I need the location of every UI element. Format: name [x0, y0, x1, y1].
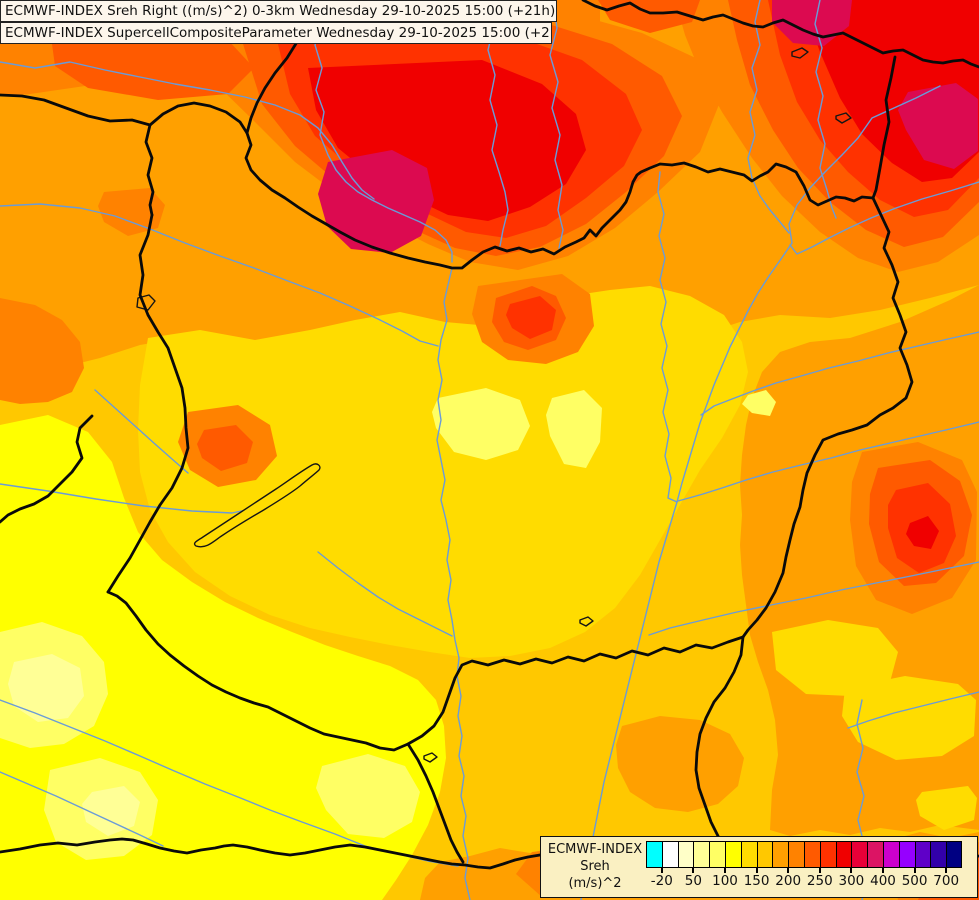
- colorbar-cell: [661, 841, 678, 868]
- map-title-line-2: ECMWF-INDEX SupercellCompositeParameter …: [0, 22, 552, 44]
- river-west: [0, 483, 257, 514]
- lake-small-4: [423, 752, 438, 763]
- colorbar: [646, 841, 962, 868]
- colorbar-tick: [660, 868, 663, 873]
- border-at-hu-west: [106, 213, 190, 594]
- border-sk-ua: [871, 55, 897, 200]
- colorbar-cell: [946, 841, 962, 868]
- colorbar-tick: [787, 868, 790, 873]
- colorbar-tick: [755, 868, 758, 873]
- colorbar-cell: [882, 841, 899, 868]
- river-zagyva: [657, 171, 678, 503]
- river-zala: [94, 389, 189, 474]
- river-hron: [549, 0, 564, 249]
- river-tisza: [580, 85, 941, 900]
- colorbar-cell: [867, 841, 883, 868]
- river-mura: [0, 771, 164, 847]
- colorbar-cell: [677, 841, 694, 868]
- border-srb-ro: [694, 635, 745, 860]
- legend-box: ECMWF-INDEX Sreh (m/s)^2 -20 50 100 150 200 2…: [540, 836, 978, 898]
- lake-ferto: [136, 294, 156, 311]
- river-sio: [317, 551, 453, 637]
- river-southeast-horizontal: [847, 691, 979, 729]
- legend-units: (m/s)^2: [568, 876, 622, 891]
- river-danube-upper: [0, 61, 375, 200]
- colorbar-tick-label: 300: [838, 873, 865, 889]
- colorbar-tick: [882, 868, 884, 873]
- border-hu-east: [741, 196, 914, 639]
- border-at-slo: [0, 414, 94, 524]
- map-title-line-1: ECMWF-INDEX Sreh Right ((m/s)^2) 0-3km W…: [0, 0, 557, 22]
- lake-small-2: [835, 112, 852, 124]
- colorbar-tick-label: 100: [712, 873, 738, 889]
- colorbar-cell: [803, 841, 820, 868]
- colorbar-tick: [724, 868, 726, 873]
- colorbar-tick: [945, 868, 948, 873]
- colorbar-cell: [851, 841, 868, 868]
- legend-variable: Sreh: [580, 859, 610, 874]
- river-koros: [677, 421, 979, 502]
- colorbar-cell: [709, 841, 725, 868]
- river-bodrog: [747, 0, 790, 234]
- colorbar-tick: [913, 868, 916, 873]
- river-hernad: [814, 0, 837, 219]
- lake-small-1: [791, 47, 809, 59]
- colorbar-tick-label: 200: [775, 873, 802, 889]
- colorbar-cell: [819, 841, 836, 868]
- colorbar-cell: [930, 841, 947, 868]
- border-at-sk: [144, 123, 155, 217]
- river-danube: [436, 267, 471, 900]
- colorbar-tick-label: -20: [650, 873, 673, 889]
- colorbar-cell: [835, 841, 852, 868]
- river-koros-north: [700, 331, 979, 416]
- border-hr-bih: [406, 742, 465, 864]
- colorbar-cell: [740, 841, 757, 868]
- colorbar-tick-label: 400: [870, 873, 896, 889]
- lake-outlines: [136, 47, 852, 763]
- lake-small-3: [579, 616, 594, 627]
- legend-label: ECMWF-INDEX Sreh (m/s)^2: [545, 841, 645, 892]
- colorbar-cell: [898, 841, 915, 868]
- colorbar-tick: [692, 868, 695, 873]
- colorbar-tick-label: 50: [684, 873, 702, 889]
- colorbar-cell: [724, 841, 741, 868]
- colorbar-cell: [646, 841, 662, 868]
- colorbar-tick-label: 250: [806, 873, 833, 889]
- colorbar-cell: [756, 841, 773, 868]
- river-morava: [314, 0, 453, 263]
- colorbar-tick-label: 500: [901, 873, 928, 889]
- legend-product: ECMWF-INDEX: [547, 842, 643, 857]
- colorbar-tick-label: 700: [933, 873, 960, 889]
- colorbar-tick: [818, 868, 821, 873]
- river-szamos: [789, 181, 979, 255]
- colorbar-cell: [772, 841, 789, 868]
- border-sk-hu-north: [148, 101, 875, 270]
- colorbar-cell: [693, 841, 710, 868]
- colorbar-tick-label: 150: [743, 873, 770, 889]
- border-at-cz: [0, 93, 152, 127]
- colorbar-cell: [914, 841, 931, 868]
- river-raba: [0, 203, 439, 347]
- river-vah: [487, 0, 509, 247]
- colorbar-cell: [788, 841, 804, 868]
- border-sk-pl: [581, 0, 979, 69]
- border-hu-south: [106, 590, 745, 752]
- colorbar-tick: [850, 868, 853, 873]
- lake-balaton: [193, 463, 321, 548]
- river-maros: [648, 561, 979, 636]
